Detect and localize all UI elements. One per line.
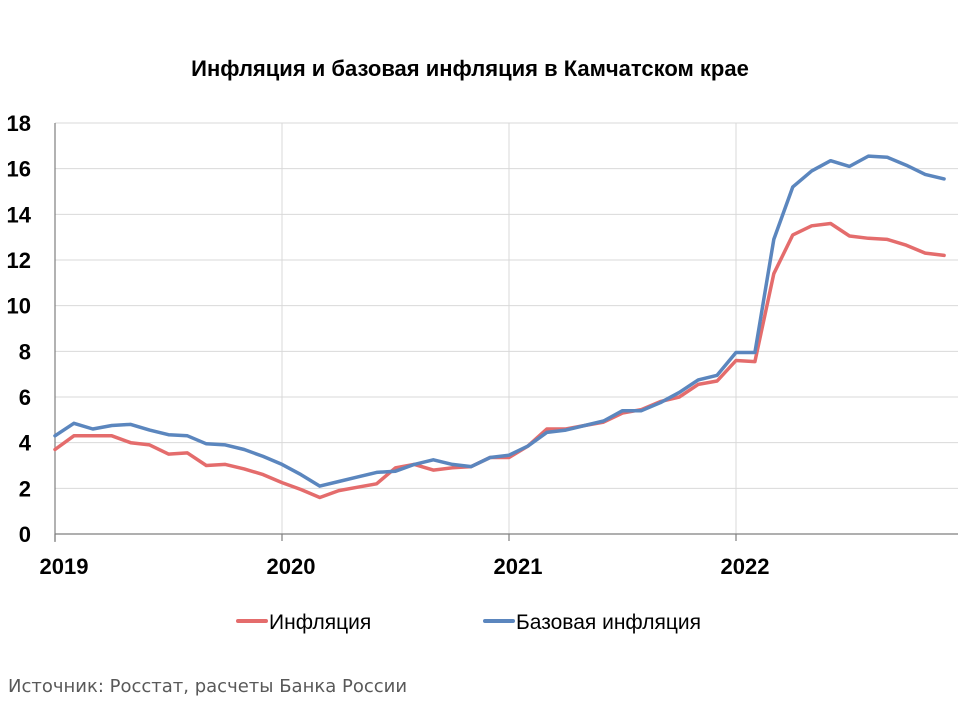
y-tick-label-18: 18 xyxy=(7,111,31,136)
y-tick-label-12: 12 xyxy=(7,248,31,273)
series-line-core-inflation xyxy=(53,154,946,488)
legend: Инфляция Базовая инфляция xyxy=(236,611,701,634)
legend-label-core-inflation: Базовая инфляция xyxy=(516,611,701,634)
chart-title: Инфляция и базовая инфляция в Камчатском… xyxy=(191,56,749,81)
y-tick-label-10: 10 xyxy=(7,294,31,319)
y-tick-label-14: 14 xyxy=(7,202,32,227)
y-tick-label-6: 6 xyxy=(19,385,31,410)
y-tick-label-8: 8 xyxy=(19,339,31,364)
y-tick-label-4: 4 xyxy=(19,431,32,456)
y-tick-label-2: 2 xyxy=(19,476,31,501)
x-tick-label-2020: 2020 xyxy=(267,554,316,579)
y-tick-label-16: 16 xyxy=(7,157,31,182)
x-tick-label-2021: 2021 xyxy=(494,554,543,579)
x-tick-label-2022: 2022 xyxy=(721,554,770,579)
y-tick-label-0: 0 xyxy=(19,522,31,547)
x-tick-label-2019: 2019 xyxy=(40,554,89,579)
source-note: Источник: Росстат, расчеты Банка России xyxy=(8,676,408,697)
plot-area: 0 2 4 6 8 10 12 14 16 18 2019 2020 2021 2022 xyxy=(7,111,958,579)
legend-label-inflation: Инфляция xyxy=(269,611,371,634)
